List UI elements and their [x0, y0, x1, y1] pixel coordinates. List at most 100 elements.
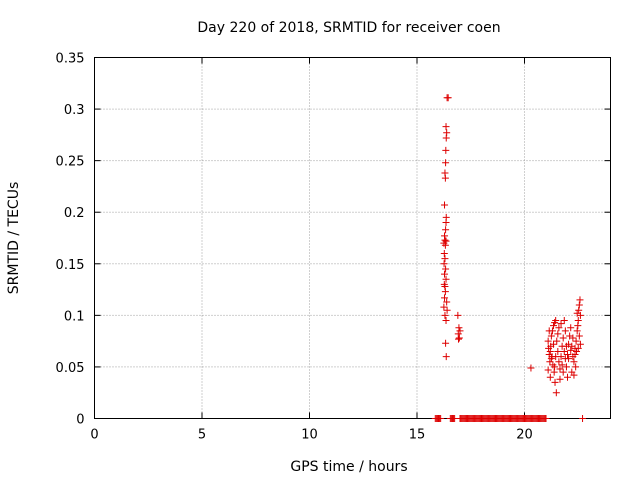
x-tick-label: 5	[198, 428, 206, 443]
data-point	[544, 337, 552, 345]
data-point	[443, 298, 451, 306]
data-point	[546, 373, 554, 381]
data-point	[565, 355, 573, 363]
data-point	[570, 371, 578, 379]
data-point	[544, 366, 552, 374]
data-point	[551, 363, 559, 371]
x-tick-label: 10	[301, 428, 318, 443]
y-tick-label: 0.25	[56, 155, 85, 170]
data-point	[562, 363, 570, 371]
data-point	[555, 324, 563, 332]
x-axis-label: GPS time / hours	[290, 459, 407, 475]
data-point	[546, 347, 554, 355]
y-tick-label: 0.1	[64, 309, 85, 324]
data-point	[442, 134, 450, 142]
data-point	[554, 347, 562, 355]
data-point	[564, 351, 571, 359]
data-point	[440, 303, 448, 311]
data-point	[558, 361, 566, 369]
data-point	[545, 327, 553, 335]
data-point	[574, 322, 582, 330]
data-point	[552, 389, 560, 397]
data-point	[547, 355, 555, 363]
data-point	[575, 332, 583, 340]
data-point	[454, 311, 462, 319]
data-points	[431, 94, 587, 422]
data-point	[441, 255, 449, 263]
data-point	[574, 344, 582, 352]
data-point	[441, 201, 449, 209]
data-point	[576, 296, 584, 304]
data-point	[552, 353, 560, 361]
data-point	[441, 270, 449, 278]
data-point	[442, 219, 450, 227]
data-point	[573, 327, 581, 335]
y-tick-label: 0.15	[56, 258, 85, 273]
y-tick-label: 0	[76, 413, 84, 428]
data-point	[455, 334, 463, 342]
data-point	[551, 378, 559, 386]
data-point	[559, 334, 567, 342]
data-point	[573, 309, 581, 317]
data-point	[546, 358, 554, 366]
data-point	[570, 358, 578, 366]
data-point	[550, 340, 558, 348]
data-point	[572, 363, 580, 371]
y-tick-label: 0.2	[64, 206, 85, 221]
data-point	[442, 353, 450, 361]
data-point	[437, 415, 445, 422]
data-point	[442, 123, 450, 131]
y-tick-label: 0.05	[56, 361, 85, 376]
data-point	[564, 373, 571, 381]
data-point	[442, 317, 450, 325]
data-point	[547, 332, 555, 340]
data-point	[441, 241, 449, 249]
data-point	[454, 335, 462, 343]
data-point	[557, 320, 565, 328]
data-point	[442, 226, 450, 234]
data-point	[440, 260, 448, 268]
data-point	[455, 324, 463, 332]
data-point	[442, 146, 450, 154]
data-point	[441, 288, 449, 296]
data-point	[567, 346, 575, 354]
data-point	[442, 265, 450, 273]
data-point	[560, 317, 568, 325]
data-point	[561, 327, 569, 335]
plot-area-border	[94, 57, 611, 419]
grid	[94, 57, 611, 419]
data-point	[441, 174, 449, 182]
chart-title: Day 220 of 2018, SRMTID for receiver coe…	[197, 20, 500, 36]
data-point	[440, 249, 448, 257]
data-point	[554, 330, 562, 338]
data-point	[442, 339, 450, 347]
data-point	[552, 317, 560, 325]
data-point	[567, 324, 575, 332]
x-tick-label: 15	[409, 428, 426, 443]
data-point	[556, 375, 564, 383]
data-point	[556, 365, 564, 373]
data-point	[444, 94, 452, 102]
data-point	[550, 322, 558, 330]
data-point	[562, 342, 570, 350]
data-point	[571, 351, 579, 359]
data-point	[442, 159, 450, 167]
data-point	[555, 358, 563, 366]
data-point	[576, 340, 584, 348]
y-tick-label: 0.3	[64, 103, 85, 118]
data-point	[559, 368, 567, 376]
data-point	[443, 306, 451, 314]
data-point	[579, 415, 587, 422]
data-point	[441, 311, 449, 319]
x-tick-label: 20	[516, 428, 533, 443]
data-point	[575, 306, 583, 314]
data-point	[572, 337, 580, 345]
x-tick-label: 0	[90, 428, 98, 443]
axis-ticks: 0 5 10 15 20 0 0.05 0.1 0.15 0.2 0.25 0.3 0.35	[56, 52, 611, 443]
data-point	[527, 364, 535, 372]
y-tick-label: 0.35	[56, 52, 85, 67]
data-point	[553, 337, 561, 345]
data-point	[560, 347, 568, 355]
